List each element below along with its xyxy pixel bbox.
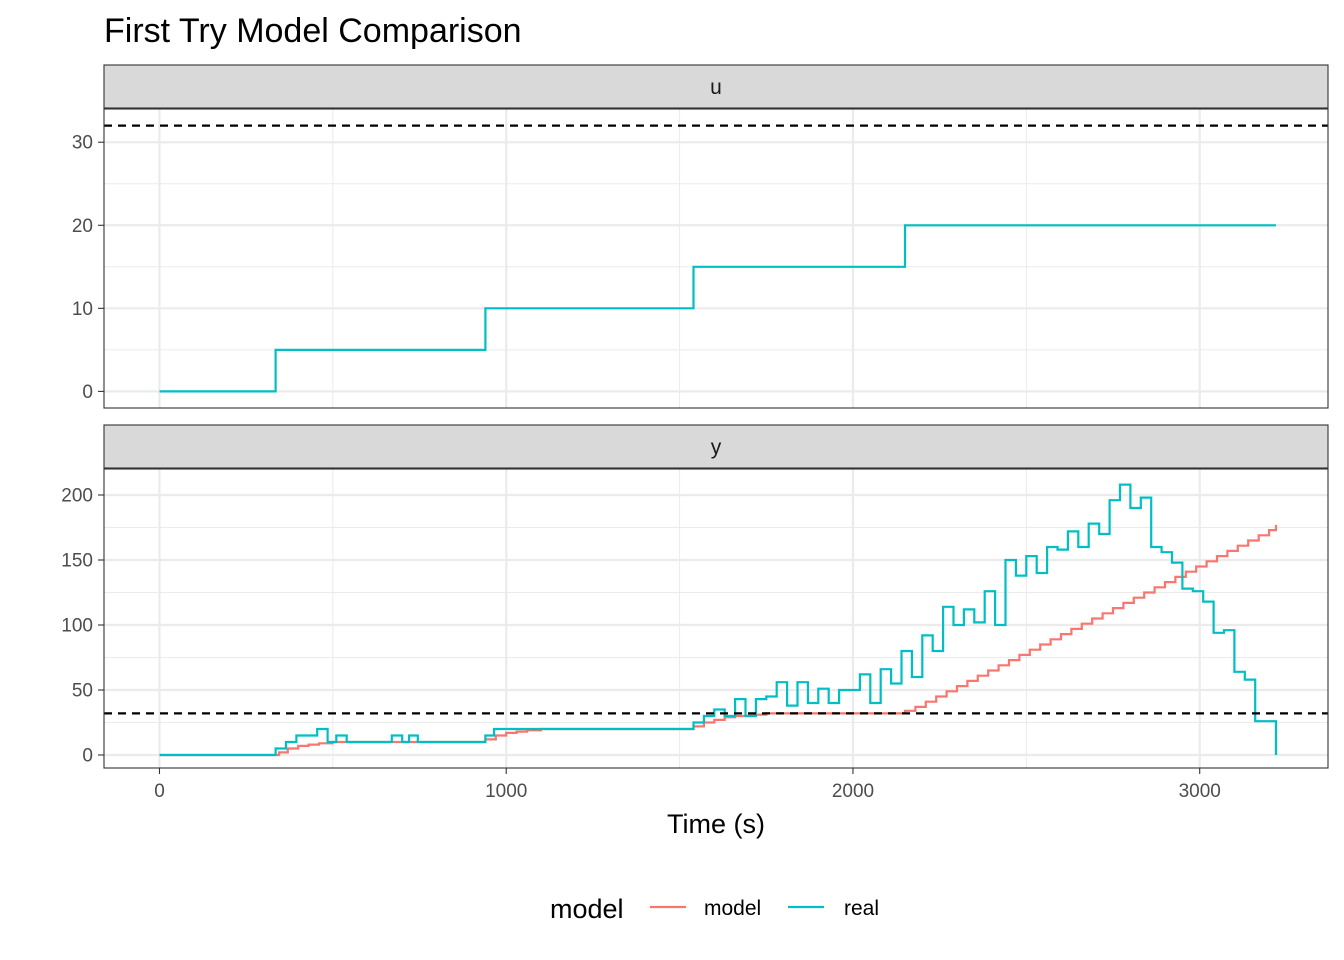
- series-line-real: [159, 483, 1278, 757]
- y-tick-label: 100: [61, 616, 93, 637]
- legend-label-real: real: [844, 897, 879, 920]
- y-tick-label: 200: [61, 486, 93, 507]
- y-tick-label: 20: [72, 216, 93, 237]
- facet-y-strip-label: y: [711, 436, 722, 459]
- facet-u-strip-label: u: [710, 76, 722, 99]
- x-axis: 0 1000 2000 3000: [154, 768, 1221, 802]
- y-tick-label: 50: [72, 681, 93, 702]
- facet-y: y 0 50 100 150 200: [61, 424, 1329, 769]
- facet-y-plot-area: [104, 483, 1328, 757]
- facet-u-plot-area: [104, 124, 1328, 393]
- facet-u-panel-border: [103, 108, 1329, 409]
- chart-title: First Try Model Comparison: [104, 12, 522, 50]
- facet-u-strip: [103, 64, 1329, 109]
- series-line-real: [159, 224, 1276, 393]
- x-tick-label: 2000: [832, 781, 874, 802]
- legend: model model real: [550, 894, 879, 924]
- x-tick-label: 1000: [485, 781, 527, 802]
- facet-y-panel-bg: [104, 469, 1328, 768]
- y-tick-label: 10: [72, 299, 93, 320]
- y-tick-label: 150: [61, 551, 93, 572]
- legend-title: model: [550, 894, 624, 924]
- x-axis-title: Time (s): [667, 809, 765, 839]
- y-tick-label: 30: [72, 133, 93, 154]
- legend-label-model: model: [704, 897, 761, 920]
- series-line-model: [159, 524, 1278, 757]
- x-tick-label: 0: [154, 781, 165, 802]
- facet-y-grid: [104, 469, 1328, 768]
- facet-u-grid: [104, 109, 1328, 408]
- facet-u-y-axis: 0 10 20 30: [72, 133, 104, 403]
- facet-y-strip: [103, 424, 1329, 469]
- y-tick-label: 0: [82, 746, 93, 767]
- facet-y-y-axis: 0 50 100 150 200: [61, 486, 104, 767]
- facet-u-panel-bg: [104, 109, 1328, 408]
- y-tick-label: 0: [82, 382, 93, 403]
- facet-u: u 0 10 20 30: [72, 64, 1329, 409]
- facet-y-panel-border: [103, 468, 1329, 769]
- x-tick-label: 3000: [1179, 781, 1221, 802]
